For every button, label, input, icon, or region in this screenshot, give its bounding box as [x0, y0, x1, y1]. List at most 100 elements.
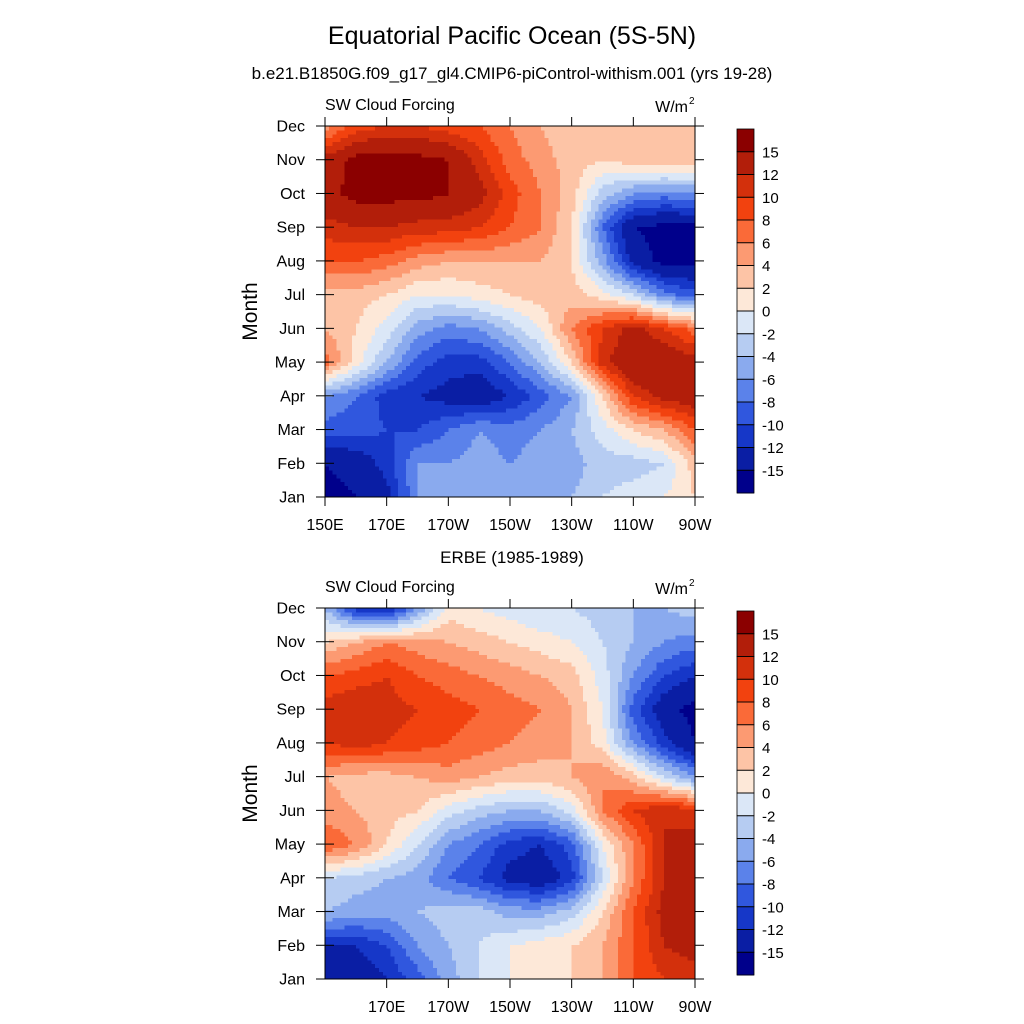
heatmap-cell: [494, 481, 500, 486]
heatmap-cell: [594, 303, 600, 309]
heatmap-cell: [405, 319, 411, 324]
heatmap-cell: [637, 303, 642, 309]
heatmap-cell: [617, 350, 623, 355]
heatmap-cell: [625, 466, 631, 471]
heatmap-cell: [633, 400, 638, 405]
heatmap-cell: [648, 493, 654, 498]
heatmap-cell: [336, 462, 342, 467]
heatmap-cell: [606, 435, 611, 440]
heatmap-cell: [587, 439, 592, 444]
heatmap-cell: [590, 377, 596, 382]
heatmap-cell: [533, 419, 538, 425]
heatmap-cell: [429, 419, 434, 425]
heatmap-cell: [421, 296, 426, 301]
heatmap-cell: [529, 315, 534, 320]
heatmap-cell: [683, 469, 688, 475]
heatmap-cell: [625, 493, 631, 498]
heatmap-cell: [471, 350, 476, 355]
heatmap-cell: [325, 326, 330, 332]
heatmap-cell: [475, 427, 480, 432]
heatmap-cell: [325, 315, 330, 320]
heatmap-cell: [544, 330, 550, 336]
heatmap-cell: [579, 427, 584, 432]
heatmap-cell: [351, 485, 357, 490]
heatmap-cell: [332, 350, 338, 355]
heatmap-cell: [644, 450, 650, 456]
heatmap-cell: [459, 342, 465, 347]
heatmap-cell: [641, 473, 646, 479]
heatmap-cell: [405, 373, 411, 378]
heatmap-cell: [394, 350, 399, 355]
heatmap-cell: [456, 481, 461, 486]
heatmap-cell: [359, 315, 365, 320]
heatmap-cell: [506, 466, 511, 471]
heatmap-cell: [517, 330, 523, 336]
heatmap-cell: [490, 334, 496, 340]
heatmap-cell: [398, 315, 403, 320]
heatmap-cell: [421, 326, 426, 332]
heatmap-cell: [664, 361, 669, 367]
heatmap-cell: [644, 377, 650, 382]
heatmap-cell: [552, 296, 557, 301]
heatmap-cell: [656, 493, 661, 498]
heatmap-cell: [679, 350, 685, 355]
heatmap-cell: [378, 408, 384, 413]
heatmap-cell: [641, 466, 646, 471]
heatmap-cell: [394, 307, 399, 313]
heatmap-cell: [378, 319, 384, 324]
heatmap-cell: [452, 427, 457, 432]
heatmap-cell: [548, 408, 553, 413]
heatmap-cell: [328, 377, 334, 382]
heatmap-cell: [579, 489, 584, 494]
heatmap-cell: [506, 454, 511, 459]
heatmap-cell: [417, 427, 422, 432]
heatmap-cell: [498, 381, 503, 386]
heatmap-cell: [479, 427, 484, 432]
heatmap-cell: [463, 330, 469, 336]
heatmap-cell: [375, 408, 380, 413]
heatmap-cell: [486, 431, 492, 436]
heatmap-cell: [614, 442, 619, 448]
heatmap-cell: [436, 326, 442, 332]
heatmap-cell: [621, 442, 627, 448]
heatmap-cell: [351, 454, 357, 459]
heatmap-cell: [660, 334, 665, 340]
heatmap-cell: [456, 473, 461, 479]
heatmap-cell: [452, 462, 457, 467]
heatmap-cell: [463, 323, 469, 328]
heatmap-cell: [583, 334, 588, 340]
heatmap-cell: [409, 442, 415, 448]
heatmap-cell: [432, 350, 438, 355]
heatmap-cell: [506, 315, 511, 320]
heatmap-cell: [463, 365, 469, 371]
heatmap-cell: [602, 346, 607, 351]
heatmap-cell: [486, 493, 492, 498]
heatmap-cell: [560, 346, 565, 351]
heatmap-cell: [467, 473, 473, 479]
heatmap-cell: [548, 400, 553, 405]
heatmap-cell: [652, 319, 658, 324]
heatmap-cell: [394, 330, 399, 336]
heatmap-cell: [536, 411, 542, 417]
heatmap-cell: [617, 493, 623, 498]
heatmap-cell: [571, 381, 577, 386]
heatmap-cell: [405, 446, 411, 452]
heatmap-cell: [660, 408, 665, 413]
heatmap-cell: [386, 319, 392, 324]
heatmap-cell: [367, 493, 372, 498]
heatmap-cell: [386, 311, 392, 316]
heatmap-cell: [617, 369, 623, 374]
heatmap-cell: [664, 384, 669, 390]
heatmap-cell: [359, 439, 365, 444]
heatmap-cell: [351, 388, 357, 394]
heatmap-cell: [475, 361, 480, 367]
heatmap-cell: [594, 369, 600, 374]
heatmap-cell: [533, 450, 538, 456]
heatmap-cell: [375, 439, 380, 444]
heatmap-cell: [452, 350, 457, 355]
heatmap-cell: [325, 493, 330, 498]
heatmap-cell: [536, 392, 542, 398]
heatmap-cell: [336, 323, 342, 328]
heatmap-cell: [502, 323, 507, 328]
heatmap-cell: [679, 377, 685, 382]
